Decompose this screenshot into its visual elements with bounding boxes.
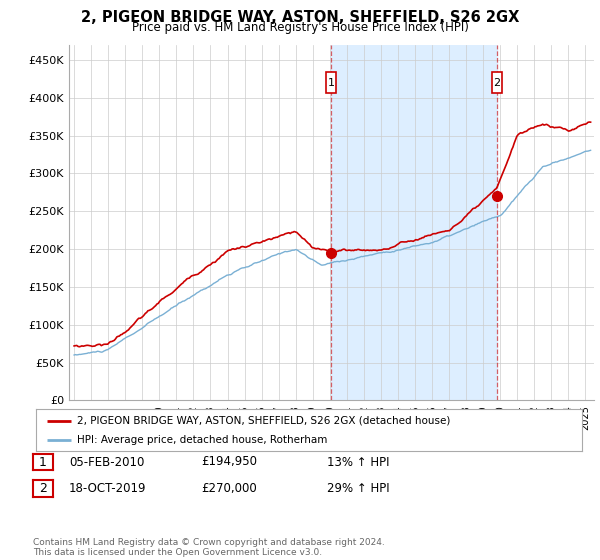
Text: 18-OCT-2019: 18-OCT-2019 [69,482,146,496]
Text: 1: 1 [328,78,335,87]
FancyBboxPatch shape [491,72,502,93]
Text: 2: 2 [39,482,47,496]
Text: 2, PIGEON BRIDGE WAY, ASTON, SHEFFIELD, S26 2GX: 2, PIGEON BRIDGE WAY, ASTON, SHEFFIELD, … [81,10,519,25]
Text: 13% ↑ HPI: 13% ↑ HPI [327,455,389,469]
Text: 2: 2 [493,78,500,87]
Text: 2, PIGEON BRIDGE WAY, ASTON, SHEFFIELD, S26 2GX (detached house): 2, PIGEON BRIDGE WAY, ASTON, SHEFFIELD, … [77,416,451,426]
Text: 29% ↑ HPI: 29% ↑ HPI [327,482,389,496]
Text: 05-FEB-2010: 05-FEB-2010 [69,455,145,469]
Text: Contains HM Land Registry data © Crown copyright and database right 2024.
This d: Contains HM Land Registry data © Crown c… [33,538,385,557]
FancyBboxPatch shape [326,72,336,93]
Text: HPI: Average price, detached house, Rotherham: HPI: Average price, detached house, Roth… [77,435,328,445]
Bar [331,45,497,400]
Text: Price paid vs. HM Land Registry's House Price Index (HPI): Price paid vs. HM Land Registry's House … [131,21,469,34]
Text: 1: 1 [39,455,47,469]
Text: £270,000: £270,000 [201,482,257,496]
Text: £194,950: £194,950 [201,455,257,469]
